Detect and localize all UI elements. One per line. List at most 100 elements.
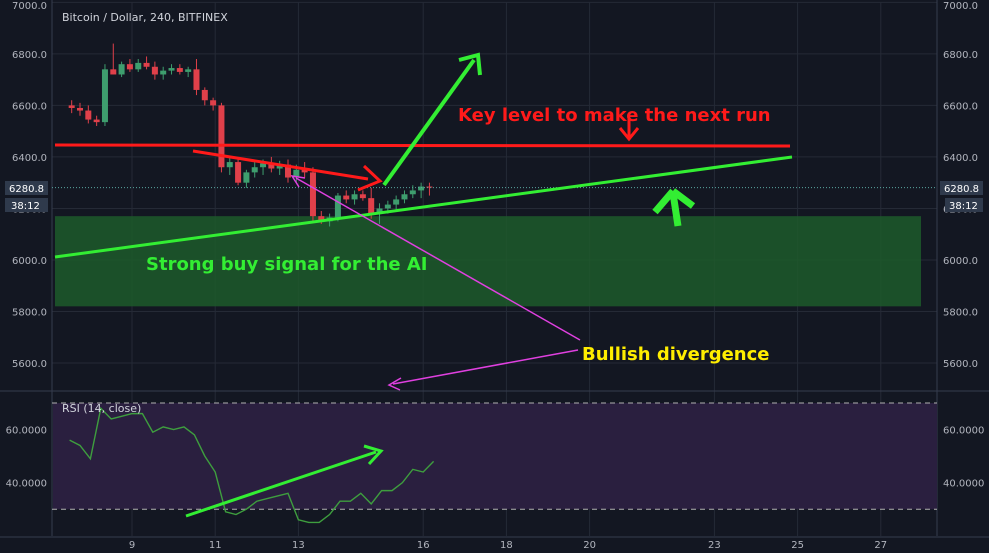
- green-up-arrow-shaft: [382, 58, 476, 187]
- candle-body: [160, 70, 167, 75]
- key-level-line: [54, 143, 791, 148]
- key-level-annotation: Key level to make the next run: [458, 105, 771, 126]
- candle-body: [185, 69, 192, 72]
- candle-body: [218, 105, 225, 168]
- x-tick-label: 13: [292, 540, 305, 551]
- x-tick-label: 18: [500, 540, 513, 551]
- candle-body: [101, 69, 108, 123]
- candle-body: [235, 162, 242, 183]
- candle-body: [168, 68, 175, 71]
- rsi-tick-label: 60.0000: [943, 426, 984, 437]
- candle-body: [418, 186, 425, 191]
- candle-body: [318, 216, 325, 222]
- candle-body: [293, 169, 300, 178]
- rsi-line: [69, 406, 435, 524]
- candle-body: [409, 190, 416, 195]
- rsi-tick-label: 60.0000: [6, 426, 47, 437]
- y-tick-label: 6600.0: [12, 101, 47, 112]
- candle-body: [135, 62, 142, 70]
- red-down-arrow-head: [357, 164, 383, 192]
- red-down-arrow-shaft: [192, 149, 369, 181]
- price-tag-right: 6280.8 38:12: [940, 181, 983, 212]
- trendline-support: [54, 155, 793, 259]
- candle-body: [276, 164, 283, 169]
- candle-body: [351, 194, 358, 200]
- candle-body: [143, 62, 150, 67]
- candlestick-series: [68, 43, 433, 227]
- candle-body: [93, 119, 100, 123]
- candle-body: [426, 186, 433, 188]
- candle-body: [368, 198, 375, 214]
- candle-body: [201, 89, 208, 101]
- y-tick-label: 6000.0: [12, 256, 47, 267]
- y-tick-label: 6600.0: [943, 101, 978, 112]
- time-axis[interactable]: 9 11 13 16 18 20 23 25 27: [129, 540, 887, 551]
- y-tick-label: 5600.0: [943, 359, 978, 370]
- y-tick-label: 7000.0: [12, 1, 47, 12]
- rsi-axis-left: 60.0000 40.0000: [6, 426, 47, 490]
- candle-body: [309, 172, 316, 217]
- price-tag-left: 6280.8 38:12: [5, 181, 48, 212]
- rsi-label[interactable]: RSI (14, close): [62, 402, 141, 415]
- rsi-tick-label: 40.0000: [943, 479, 984, 490]
- y-tick-label: 6400.0: [943, 153, 978, 164]
- divergence-annotation: Bullish divergence: [582, 344, 770, 365]
- x-tick-label: 16: [417, 540, 430, 551]
- drawings: [54, 52, 793, 518]
- green-chevron-tail: [669, 192, 682, 227]
- candle-body: [85, 110, 92, 120]
- candle-body: [118, 64, 125, 75]
- candle-body: [268, 163, 275, 169]
- candle-body: [243, 172, 250, 183]
- y-tick-label: 6800.0: [943, 50, 978, 61]
- candle-body: [210, 100, 217, 106]
- magenta-pointer-lower: [392, 349, 579, 385]
- chart-title[interactable]: Bitcoin / Dollar, 240, BITFINEX: [62, 11, 228, 24]
- candle-body: [359, 194, 366, 199]
- candle-body: [260, 163, 267, 168]
- y-tick-label: 6000.0: [943, 256, 978, 267]
- candle-body: [285, 164, 291, 178]
- last-price-tag-left: 6280.8: [9, 184, 44, 195]
- candle-body: [77, 107, 83, 111]
- candle-body: [376, 208, 383, 214]
- x-tick-label: 27: [874, 540, 887, 551]
- x-tick-label: 23: [708, 540, 721, 551]
- y-tick-label: 5600.0: [12, 359, 47, 370]
- rsi-band: [53, 403, 937, 510]
- candle-body: [193, 69, 200, 90]
- countdown-tag-left: 38:12: [11, 201, 40, 212]
- candle-body: [301, 169, 308, 173]
- candle-body: [334, 195, 341, 218]
- x-tick-label: 25: [791, 540, 804, 551]
- rsi-divergence-arrow-head: [363, 444, 384, 466]
- y-tick-label: 5800.0: [943, 307, 978, 318]
- candle-body: [126, 64, 133, 70]
- magenta-pointer-upper-head: [290, 175, 306, 188]
- y-tick-label: 7000.0: [943, 1, 978, 12]
- candle-body: [401, 194, 408, 200]
- last-price-tag-right: 6280.8: [944, 184, 979, 195]
- candle-body: [226, 162, 233, 168]
- magenta-pointer-lower-head: [387, 377, 402, 391]
- y-tick-label: 6400.0: [12, 153, 47, 164]
- buy-signal-annotation: Strong buy signal for the AI: [146, 254, 428, 275]
- key-level-marker-head: [618, 127, 640, 142]
- x-tick-label: 11: [209, 540, 222, 551]
- candle-body: [251, 167, 258, 173]
- y-tick-label: 6800.0: [12, 50, 47, 61]
- candle-body: [151, 66, 158, 75]
- candle-body: [393, 199, 400, 205]
- candle-body: [176, 68, 183, 72]
- magenta-pointer-upper: [295, 177, 581, 341]
- rsi-divergence-arrow-shaft: [185, 450, 377, 518]
- green-up-arrow-head: [458, 52, 482, 76]
- rsi-axis-right[interactable]: 60.0000 40.0000: [943, 426, 984, 490]
- rsi-tick-label: 40.0000: [6, 479, 47, 490]
- candle-body: [343, 195, 350, 200]
- candle-body: [110, 69, 117, 75]
- buy-zone-box: [55, 216, 921, 307]
- countdown-tag-right: 38:12: [949, 201, 978, 212]
- x-tick-label: 9: [129, 540, 135, 551]
